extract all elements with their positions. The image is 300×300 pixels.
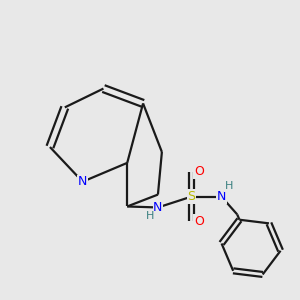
Text: N: N (217, 190, 226, 203)
Text: H: H (225, 181, 233, 191)
Text: H: H (146, 212, 155, 221)
Text: N: N (78, 175, 87, 188)
Text: O: O (194, 215, 204, 228)
Text: O: O (194, 165, 204, 178)
Text: N: N (153, 201, 163, 214)
Text: S: S (188, 190, 196, 203)
